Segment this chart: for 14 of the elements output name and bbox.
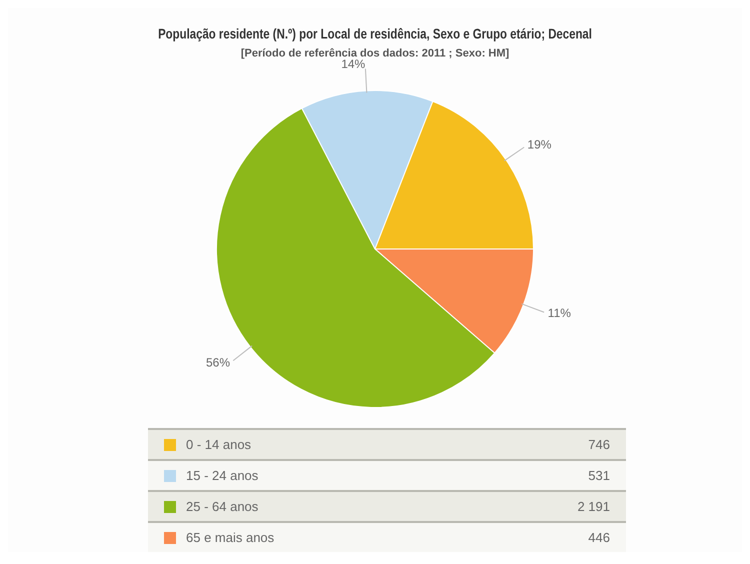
legend-label: 15 - 24 anos bbox=[186, 468, 260, 483]
text: 19% bbox=[527, 137, 552, 152]
legend-label: 25 - 64 anos bbox=[186, 499, 260, 514]
chart-title: População residente (N.º) por Local de residência, Sexo e Grupo etário; Decenal bbox=[158, 25, 592, 42]
data-label: 531 bbox=[588, 468, 610, 483]
legend-label: 65 e mais anos bbox=[186, 530, 276, 545]
chart-subtitle: [Período de referência dos dados: 2011 ; Sexo: HM] bbox=[240, 47, 510, 60]
data-label: 2 191 bbox=[577, 499, 610, 514]
data-label: 746 bbox=[588, 437, 610, 452]
text: 56% bbox=[206, 355, 230, 370]
text: 11% bbox=[548, 306, 572, 320]
data-label: 446 bbox=[588, 530, 610, 545]
legend-label: 0 - 14 anos bbox=[186, 437, 252, 452]
text: 14% bbox=[341, 57, 366, 72]
